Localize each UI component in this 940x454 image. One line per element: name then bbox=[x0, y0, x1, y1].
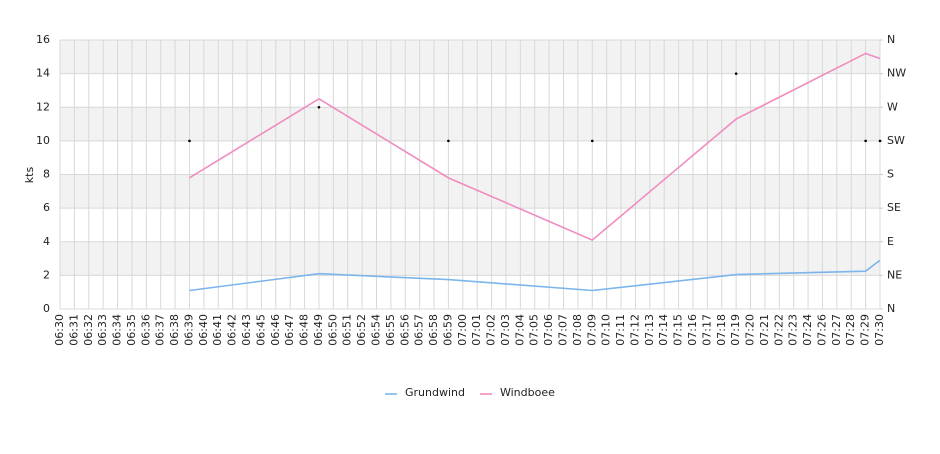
x-tick-label: 06:54 bbox=[369, 314, 382, 346]
x-tick-label: 07:28 bbox=[844, 314, 857, 346]
x-tick-label: 07:05 bbox=[528, 314, 541, 346]
direction-point bbox=[734, 72, 738, 75]
grid-band bbox=[60, 40, 880, 74]
y-tick-label: 10 bbox=[36, 134, 50, 147]
x-tick-label: 07:18 bbox=[715, 314, 728, 346]
x-tick-label: 06:40 bbox=[197, 314, 210, 346]
y2-tick-label: SW bbox=[887, 134, 905, 147]
y-tick-label: 8 bbox=[43, 168, 50, 181]
x-tick-label: 07:14 bbox=[657, 314, 670, 346]
grid-band bbox=[60, 107, 880, 141]
y-tick-label: 0 bbox=[43, 302, 50, 315]
x-tick-label: 06:59 bbox=[441, 314, 454, 346]
x-tick-label: 06:58 bbox=[427, 314, 440, 346]
x-tick-label: 07:20 bbox=[744, 314, 757, 346]
x-tick-label: 07:07 bbox=[557, 314, 570, 346]
x-tick-label: 07:30 bbox=[873, 314, 886, 346]
x-tick-label: 06:37 bbox=[154, 314, 167, 346]
x-tick-label: 07:19 bbox=[729, 314, 742, 346]
x-tick-label: 06:32 bbox=[82, 314, 95, 346]
x-tick-label: 06:38 bbox=[168, 314, 181, 346]
y-axis-label: kts bbox=[23, 167, 36, 184]
x-tick-label: 07:09 bbox=[585, 314, 598, 346]
x-tick-label: 07:08 bbox=[571, 314, 584, 346]
y2-tick-label: W bbox=[887, 100, 898, 113]
y-tick-label: 6 bbox=[43, 201, 50, 214]
y2-tick-label: N bbox=[887, 302, 895, 315]
x-tick-label: 07:23 bbox=[787, 314, 800, 346]
x-tick-label: 06:42 bbox=[226, 314, 239, 346]
series-line bbox=[189, 52, 881, 241]
x-tick-label: 07:04 bbox=[513, 314, 526, 346]
direction-point bbox=[447, 139, 450, 143]
x-tick-label: 07:01 bbox=[470, 314, 483, 346]
x-tick-label: 07:11 bbox=[614, 314, 627, 346]
x-tick-label: 06:51 bbox=[341, 314, 354, 346]
x-tick-label: 07:10 bbox=[600, 314, 613, 346]
y-tick-label: 2 bbox=[43, 268, 50, 281]
x-tick-label: 07:24 bbox=[801, 314, 814, 346]
x-tick-label: 06:55 bbox=[384, 314, 397, 346]
x-tick-label: 06:48 bbox=[298, 314, 311, 346]
x-tick-label: 06:33 bbox=[96, 314, 109, 346]
x-tick-label: 07:29 bbox=[859, 314, 872, 346]
x-tick-label: 07:22 bbox=[772, 314, 785, 346]
x-tick-label: 07:21 bbox=[758, 314, 771, 346]
grid-band bbox=[60, 241, 880, 276]
x-tick-label: 07:00 bbox=[456, 314, 469, 346]
x-tick-label: 07:12 bbox=[628, 314, 641, 346]
direction-point bbox=[864, 139, 867, 143]
direction-point bbox=[317, 105, 321, 109]
y2-tick-label: SE bbox=[887, 201, 901, 214]
x-tick-label: 07:17 bbox=[700, 314, 713, 346]
series-line bbox=[189, 259, 881, 292]
x-tick-label: 06:31 bbox=[67, 314, 80, 346]
x-tick-label: 06:57 bbox=[413, 314, 426, 346]
x-tick-label: 07:16 bbox=[686, 314, 699, 346]
x-tick-label: 07:03 bbox=[499, 314, 512, 346]
x-tick-label: 07:27 bbox=[830, 314, 843, 346]
x-tick-label: 06:41 bbox=[211, 314, 224, 346]
x-tick-label: 06:39 bbox=[182, 314, 195, 346]
x-tick-label: 06:47 bbox=[283, 314, 296, 346]
x-tick-label: 07:06 bbox=[542, 314, 555, 346]
x-tick-label: 06:34 bbox=[111, 314, 124, 346]
x-tick-label: 06:50 bbox=[326, 314, 339, 346]
x-tick-label: 07:02 bbox=[485, 314, 498, 346]
x-tick-label: 06:46 bbox=[269, 314, 282, 346]
x-tick-label: 07:15 bbox=[672, 314, 685, 346]
x-tick-label: 06:43 bbox=[240, 314, 253, 346]
x-tick-label: 07:26 bbox=[815, 314, 828, 346]
y-tick-label: 16 bbox=[36, 33, 50, 46]
y2-tick-label: NE bbox=[887, 268, 902, 281]
y2-tick-label: S bbox=[887, 168, 894, 181]
x-tick-label: 06:56 bbox=[398, 314, 411, 346]
x-tick-label: 06:52 bbox=[355, 314, 368, 346]
x-tick-label: 06:35 bbox=[125, 314, 138, 346]
grid-band bbox=[60, 174, 880, 209]
y-tick-label: 12 bbox=[36, 100, 50, 113]
y2-tick-label: N bbox=[887, 33, 895, 46]
x-tick-label: 06:49 bbox=[312, 314, 325, 346]
y2-tick-label: NW bbox=[887, 67, 906, 80]
x-tick-label: 06:30 bbox=[53, 314, 66, 346]
direction-point bbox=[188, 139, 191, 143]
x-tick-label: 06:36 bbox=[139, 314, 152, 346]
legend-label[interactable]: Grundwind bbox=[405, 386, 465, 399]
y-tick-label: 4 bbox=[43, 235, 50, 248]
direction-point bbox=[878, 139, 882, 143]
legend-label[interactable]: Windboee bbox=[500, 386, 555, 399]
y2-tick-label: E bbox=[887, 235, 894, 248]
x-tick-label: 06:45 bbox=[254, 314, 267, 346]
y-tick-label: 14 bbox=[36, 67, 50, 80]
direction-point bbox=[590, 139, 594, 143]
x-tick-label: 07:13 bbox=[643, 314, 656, 346]
